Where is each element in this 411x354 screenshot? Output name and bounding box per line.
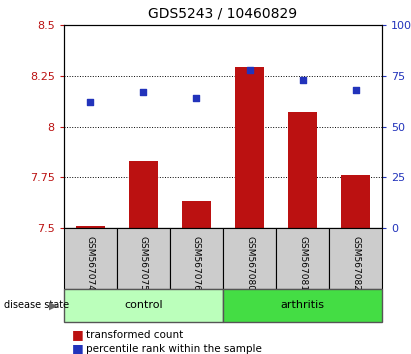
Bar (76, 226, 105, 228)
Bar (182, 201, 211, 228)
Bar (117, 228, 170, 289)
Text: ■: ■ (72, 342, 84, 354)
Text: transformed count: transformed count (86, 330, 184, 339)
Text: GSM567080: GSM567080 (245, 235, 254, 291)
Bar (64, 289, 223, 322)
Point (352, 87, 359, 93)
Bar (235, 67, 264, 228)
Point (246, 67, 253, 73)
Bar (341, 175, 370, 228)
Bar (170, 228, 223, 289)
Point (299, 77, 306, 82)
Text: ▶: ▶ (49, 300, 58, 310)
Bar (223, 289, 382, 322)
Text: control: control (124, 300, 163, 310)
Point (140, 89, 147, 95)
Text: disease state: disease state (4, 300, 69, 310)
Bar (64, 228, 117, 289)
Bar (329, 228, 382, 289)
Bar (129, 161, 158, 228)
Bar (288, 112, 317, 228)
Title: GDS5243 / 10460829: GDS5243 / 10460829 (148, 7, 298, 21)
Text: GSM567075: GSM567075 (139, 235, 148, 291)
Text: GSM567076: GSM567076 (192, 235, 201, 291)
Text: GSM567082: GSM567082 (351, 235, 360, 290)
Text: ■: ■ (72, 328, 84, 341)
Text: GSM567081: GSM567081 (298, 235, 307, 291)
Text: arthritis: arthritis (281, 300, 325, 310)
Text: GSM567074: GSM567074 (86, 235, 95, 290)
Bar (223, 228, 276, 289)
Text: percentile rank within the sample: percentile rank within the sample (86, 344, 262, 354)
Point (87, 99, 94, 105)
Bar (276, 228, 329, 289)
Point (193, 95, 200, 101)
